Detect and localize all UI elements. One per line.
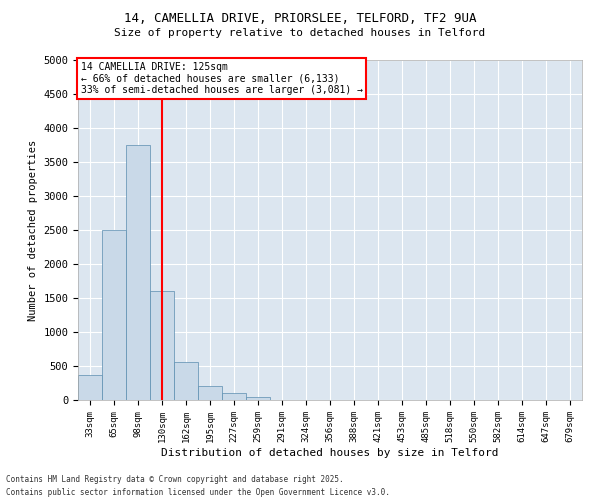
Bar: [246, 396, 270, 400]
Bar: [222, 393, 246, 400]
Bar: [198, 386, 222, 400]
Bar: [126, 145, 150, 400]
Bar: [78, 375, 102, 400]
Text: Contains public sector information licensed under the Open Government Licence v3: Contains public sector information licen…: [6, 488, 390, 497]
Text: Contains HM Land Registry data © Crown copyright and database right 2025.: Contains HM Land Registry data © Crown c…: [6, 476, 344, 484]
Text: 14, CAMELLIA DRIVE, PRIORSLEE, TELFORD, TF2 9UA: 14, CAMELLIA DRIVE, PRIORSLEE, TELFORD, …: [124, 12, 476, 26]
Bar: [174, 362, 198, 400]
Bar: [150, 291, 174, 400]
Y-axis label: Number of detached properties: Number of detached properties: [28, 140, 38, 320]
Text: 14 CAMELLIA DRIVE: 125sqm
← 66% of detached houses are smaller (6,133)
33% of se: 14 CAMELLIA DRIVE: 125sqm ← 66% of detac…: [80, 62, 362, 95]
X-axis label: Distribution of detached houses by size in Telford: Distribution of detached houses by size …: [161, 448, 499, 458]
Text: Size of property relative to detached houses in Telford: Size of property relative to detached ho…: [115, 28, 485, 38]
Bar: [102, 230, 126, 400]
